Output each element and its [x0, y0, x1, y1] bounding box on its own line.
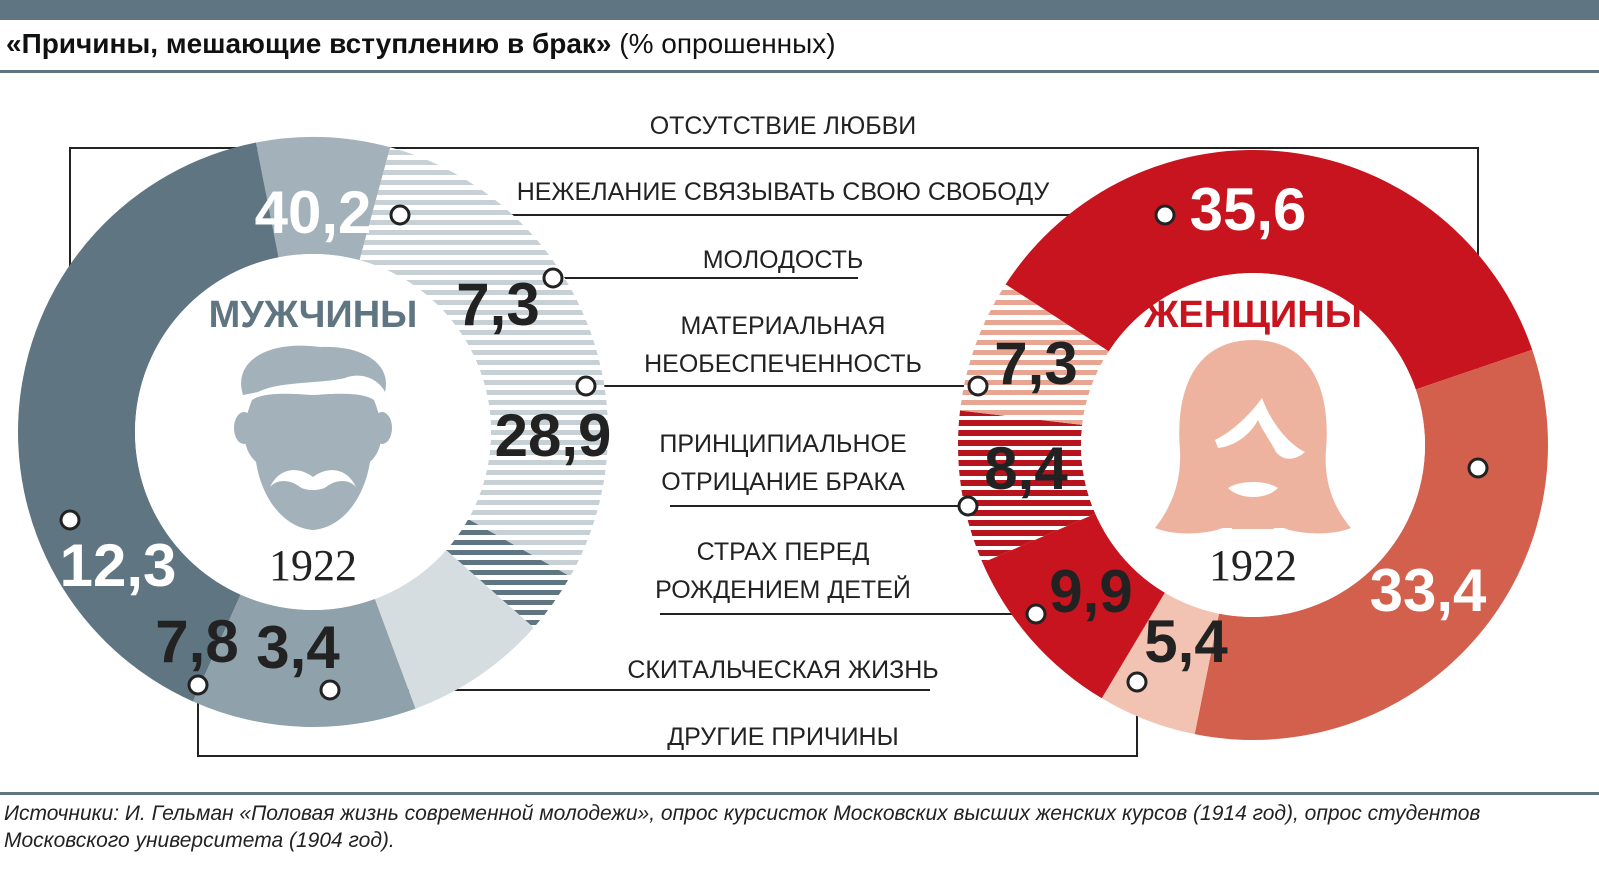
woman-face-icon — [1155, 340, 1351, 534]
men-value-label: 12,3 — [60, 532, 177, 599]
category-label-материальная-необеспеченность: МАТЕРИАЛЬНАЯ — [681, 312, 886, 340]
category-label-нежелание-связывать-свою-свободу: НЕЖЕЛАНИЕ СВЯЗЫВАТЬ СВОЮ СВОБОДУ — [517, 178, 1050, 206]
men-center-label: МУЖЧИНЫ — [209, 294, 418, 336]
women-value-label: 5,4 — [1144, 608, 1228, 675]
connector-dot — [542, 267, 564, 289]
category-labels: ОТСУТСТВИЕ ЛЮБВИ НЕЖЕЛАНИЕ СВЯЗЫВАТЬ СВОЮ… — [517, 112, 1050, 751]
category-label-материальная-необеспеченность: НЕОБЕСПЕЧЕННОСТЬ — [644, 350, 922, 378]
women-value-label: 9,9 — [1049, 558, 1132, 625]
connector-dot — [1126, 671, 1148, 693]
footer-divider — [0, 792, 1599, 795]
women-value-label: 8,4 — [984, 435, 1068, 502]
category-label-принципиальное-отрицание-брака: ОТРИЦАНИЕ БРАКА — [661, 468, 905, 496]
title-divider — [0, 70, 1599, 73]
men-segment-нежелание-связывать-свою-свободу — [18, 142, 279, 702]
chart-title-unit: (% опрошенных) — [619, 28, 836, 59]
women-segment-другие-причины — [1101, 592, 1220, 735]
men-value-label: 40,2 — [255, 179, 372, 246]
women-segment-принципиальное-отрицание-брака — [957, 410, 1096, 563]
connector-dot — [1025, 603, 1047, 625]
connector-dot — [1154, 204, 1176, 226]
connector-dot — [319, 679, 341, 701]
women-year-label: 1922 — [1209, 541, 1297, 590]
men-segment-материальная-необеспеченность — [359, 147, 608, 577]
men-value-label: 7,3 — [456, 271, 539, 338]
connector-dot — [957, 495, 979, 517]
men-segment-другие-причины — [374, 550, 534, 709]
connector-dot — [967, 375, 989, 397]
connector-dot — [187, 674, 209, 696]
category-label-скитальческая-жизнь: СКИТАЛЬЧЕСКАЯ ЖИЗНЬ — [627, 656, 938, 684]
women-center-label: ЖЕНЩИНЫ — [1143, 294, 1362, 336]
man-face-with-mustache-icon — [234, 345, 392, 530]
category-label-страх-перед-рождением-детей: СТРАХ ПЕРЕД — [697, 538, 870, 566]
men-value-label: 28,9 — [495, 402, 612, 469]
women-segment-материальная-необеспеченность — [960, 284, 1109, 425]
women-value-label: 35,6 — [1190, 176, 1307, 243]
women-value-label: 7,3 — [994, 330, 1077, 397]
connector-dot — [389, 204, 411, 226]
category-label-другие-причины: ДРУГИЕ ПРИЧИНЫ — [667, 723, 899, 751]
category-label-молодость: МОЛОДОСТЬ — [703, 246, 864, 274]
men-segment-скитальческая-жизнь — [446, 519, 571, 628]
women-segment-нежелание-связывать-свою-свободу — [1005, 150, 1533, 390]
source-note: Источники: И. Гельман «Половая жизнь сов… — [4, 802, 1481, 852]
chart-title: «Причины, мешающие вступлению в брак» (%… — [6, 24, 836, 64]
men-segment-молодость — [256, 137, 391, 261]
women-value-label: 33,4 — [1370, 557, 1487, 624]
category-label-отсутствие-любви: ОТСУТСТВИЕ ЛЮБВИ — [650, 112, 917, 140]
category-label-принципиальное-отрицание-брака: ПРИНЦИПИАЛЬНОЕ — [659, 430, 906, 458]
chart-title-main: «Причины, мешающие вступлению в брак» — [6, 28, 612, 59]
women-segment-страх-перед-рождением-детей — [982, 513, 1165, 699]
donut-men — [18, 137, 608, 727]
women-segment-отсутствие-любви — [1194, 349, 1548, 740]
men-year-label: 1922 — [269, 541, 357, 590]
connector-dots — [59, 204, 1489, 701]
top-color-bar — [0, 0, 1599, 20]
connector-dot — [59, 509, 81, 531]
men-segment-отсутствие-любви — [193, 594, 416, 727]
men-value-label: 7,8 — [155, 608, 238, 675]
category-label-страх-перед-рождением-детей: РОЖДЕНИЕМ ДЕТЕЙ — [655, 574, 911, 604]
men-value-label: 3,4 — [256, 614, 340, 681]
value-labels: 40,2 7,3 28,9 3,4 7,8 12,3 35,6 33,4 5,49,9 8,4 7,… — [60, 176, 1487, 681]
connector-line — [197, 682, 1138, 757]
connector-dot — [575, 375, 597, 397]
connector-dot — [1467, 457, 1489, 479]
